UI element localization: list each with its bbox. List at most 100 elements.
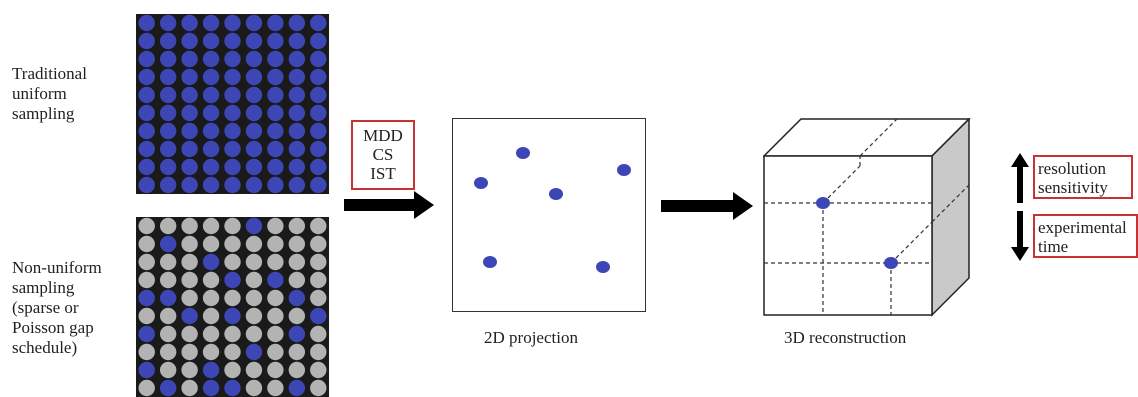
unsampled-point xyxy=(244,325,263,344)
unsampled-point xyxy=(137,253,156,272)
unsampled-point xyxy=(159,325,178,344)
sampled-point xyxy=(223,68,242,87)
sampled-point xyxy=(159,31,178,51)
sampled-point xyxy=(309,157,328,176)
sampled-point xyxy=(266,157,285,176)
sampled-point xyxy=(266,50,285,69)
sampled-point xyxy=(309,14,328,32)
sampled-point xyxy=(244,86,263,105)
sampled-point xyxy=(309,307,328,326)
unsampled-point xyxy=(223,325,242,344)
unsampled-point xyxy=(202,217,221,235)
sampled-point xyxy=(137,14,156,32)
projection-point xyxy=(617,164,631,176)
unsampled-point xyxy=(287,217,306,235)
sampled-point xyxy=(159,86,178,105)
unsampled-point xyxy=(309,378,328,397)
unsampled-point xyxy=(180,343,199,362)
unsampled-point xyxy=(244,378,263,397)
unsampled-point xyxy=(180,234,199,254)
sampled-point xyxy=(180,86,199,105)
sampled-point xyxy=(159,378,178,397)
unsampled-point xyxy=(244,307,263,326)
sampled-point xyxy=(309,122,328,141)
unsampled-point xyxy=(137,378,156,397)
projection-caption: 2D projection xyxy=(484,328,578,347)
sampled-point xyxy=(287,50,306,69)
unsampled-point xyxy=(159,307,178,326)
sampled-point xyxy=(266,86,285,105)
reduced-metrics-box: experimental time xyxy=(1033,214,1138,258)
unsampled-point xyxy=(244,289,263,308)
sampled-point xyxy=(223,31,242,51)
sampled-point xyxy=(287,325,306,344)
unsampled-point xyxy=(309,325,328,344)
sampled-point xyxy=(137,31,156,51)
traditional-sampling-label: Traditional uniform sampling xyxy=(12,64,87,123)
unsampled-point xyxy=(244,234,263,254)
sampled-point xyxy=(202,104,221,123)
unsampled-point xyxy=(223,234,242,254)
unsampled-point xyxy=(137,271,156,290)
sampled-point xyxy=(180,122,199,141)
reconstruction-cube xyxy=(763,118,971,317)
unsampled-point xyxy=(137,234,156,254)
sampled-point xyxy=(137,68,156,87)
sampled-point xyxy=(159,68,178,87)
sampled-point xyxy=(287,175,306,194)
unsampled-point xyxy=(309,343,328,362)
sampled-point xyxy=(223,307,242,326)
sampled-point xyxy=(287,157,306,176)
sampled-point xyxy=(202,122,221,141)
sampled-point xyxy=(244,104,263,123)
right-arrow-icon xyxy=(344,191,434,219)
unsampled-point xyxy=(244,253,263,272)
sampled-point xyxy=(180,31,199,51)
sampled-point xyxy=(202,140,221,159)
sampled-point xyxy=(266,14,285,32)
sampled-point xyxy=(223,14,242,32)
sampled-point xyxy=(223,122,242,141)
sampled-point xyxy=(244,217,263,235)
sampled-point xyxy=(287,289,306,308)
sampled-point xyxy=(180,307,199,326)
sampled-point xyxy=(244,157,263,176)
sampled-point xyxy=(309,175,328,194)
unsampled-point xyxy=(223,289,242,308)
unsampled-point xyxy=(266,360,285,379)
sampled-point xyxy=(244,50,263,69)
unsampled-point xyxy=(202,234,221,254)
sampled-point xyxy=(159,122,178,141)
unsampled-point xyxy=(309,289,328,308)
sampled-point xyxy=(287,14,306,32)
projection-point xyxy=(474,177,488,189)
effect-resolution: resolution xyxy=(1038,159,1106,178)
sampled-point xyxy=(287,31,306,51)
unsampled-point xyxy=(309,253,328,272)
sampled-point xyxy=(287,68,306,87)
sampled-point xyxy=(137,325,156,344)
sampled-point xyxy=(266,140,285,159)
sampled-point xyxy=(244,14,263,32)
sampled-point xyxy=(159,104,178,123)
nonuniform-sampling-label: Non-uniform sampling (sparse or Poisson … xyxy=(12,258,102,357)
sampled-point xyxy=(202,175,221,194)
sampled-point xyxy=(202,14,221,32)
sampled-point xyxy=(244,31,263,51)
sampled-point xyxy=(223,175,242,194)
sampled-point xyxy=(202,50,221,69)
unsampled-point xyxy=(159,343,178,362)
sampled-point xyxy=(202,360,221,379)
sampled-point xyxy=(309,31,328,51)
unsampled-point xyxy=(202,307,221,326)
unsampled-point xyxy=(266,289,285,308)
sampled-point xyxy=(202,253,221,272)
sampled-point xyxy=(244,343,263,362)
sampled-point xyxy=(180,140,199,159)
unsampled-point xyxy=(266,343,285,362)
sampled-point xyxy=(180,175,199,194)
unsampled-point xyxy=(180,289,199,308)
unsampled-point xyxy=(244,360,263,379)
effect-experimental: experimental xyxy=(1038,218,1127,237)
reconstruction-methods-box: MDD CS IST xyxy=(351,120,415,190)
